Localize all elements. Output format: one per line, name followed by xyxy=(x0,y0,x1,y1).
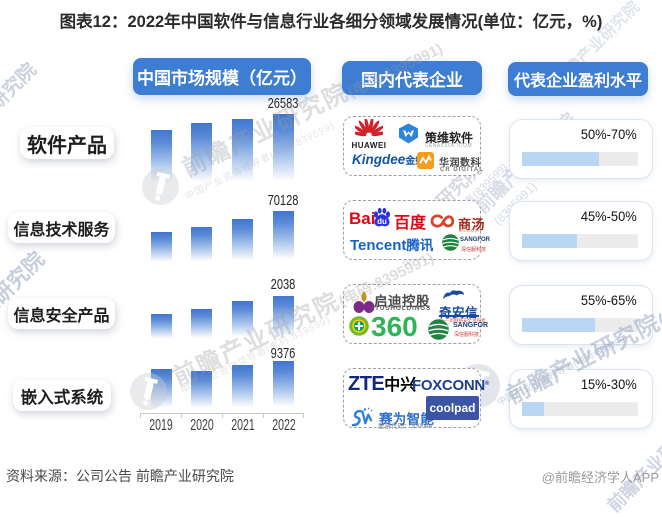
svg-text:du: du xyxy=(377,217,387,226)
